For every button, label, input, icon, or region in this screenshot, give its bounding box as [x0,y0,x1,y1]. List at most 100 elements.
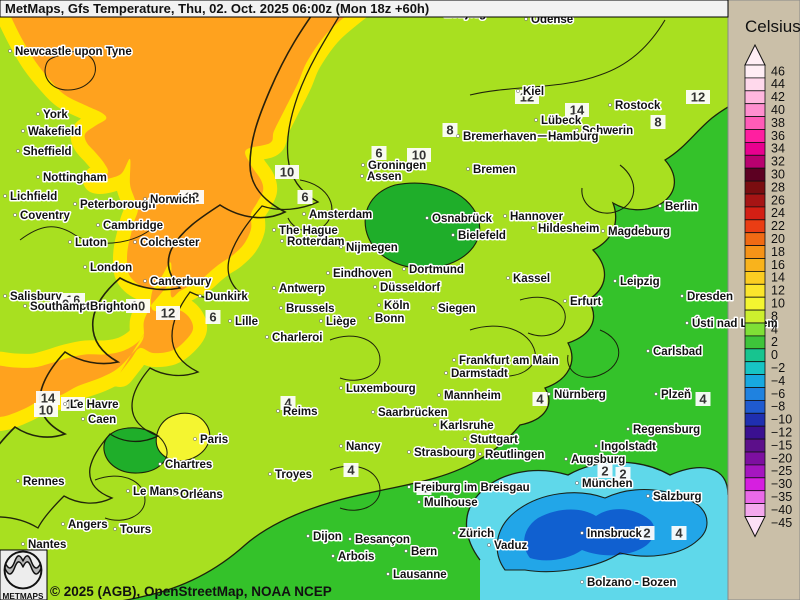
svg-text:16: 16 [771,258,785,272]
svg-text:München: München [582,478,632,490]
svg-text:44: 44 [771,77,785,91]
svg-text:2: 2 [643,526,650,541]
svg-text:Frankfurt am Main: Frankfurt am Main [459,355,559,367]
svg-text:−45: −45 [771,516,792,530]
svg-text:30: 30 [771,168,785,182]
svg-text:Düsseldorf: Düsseldorf [380,282,440,294]
svg-text:Hildesheim: Hildesheim [538,223,599,235]
svg-text:Tours: Tours [120,524,151,536]
svg-text:18: 18 [771,245,785,259]
svg-text:Darmstadt: Darmstadt [451,368,508,380]
svg-text:Innsbruck: Innsbruck [587,528,643,540]
svg-text:Paris: Paris [200,434,228,446]
svg-text:Assen: Assen [367,171,402,183]
svg-text:40: 40 [771,103,785,117]
svg-text:Dijon: Dijon [313,531,342,543]
svg-text:Canterbury: Canterbury [150,276,212,288]
svg-text:20: 20 [771,232,785,246]
svg-text:24: 24 [771,206,785,220]
svg-text:Zürich: Zürich [459,528,494,540]
svg-text:Erfurt: Erfurt [570,296,601,308]
svg-text:Chartres: Chartres [165,459,212,471]
svg-text:Cambridge: Cambridge [103,220,163,232]
svg-text:Dunkirk: Dunkirk [205,291,248,303]
svg-text:Mulhouse: Mulhouse [424,497,478,509]
svg-text:Reutlingen: Reutlingen [485,449,544,461]
svg-text:Rostock: Rostock [615,100,661,112]
svg-text:Osnabrück: Osnabrück [432,213,493,225]
svg-text:28: 28 [771,180,785,194]
svg-text:Troyes: Troyes [275,469,312,481]
svg-text:Mannheim: Mannheim [444,390,501,402]
svg-text:Charleroi: Charleroi [272,332,323,344]
svg-text:Rennes: Rennes [23,476,65,488]
svg-text:32: 32 [771,155,785,169]
svg-text:Vaduz: Vaduz [494,540,527,552]
svg-text:22: 22 [771,219,785,233]
svg-text:Kassel: Kassel [513,273,550,285]
svg-text:Besançon: Besançon [355,534,410,546]
svg-text:Norwich: Norwich [150,194,195,206]
svg-text:Newcastle upon Tyne: Newcastle upon Tyne [15,46,132,58]
svg-text:Arbois: Arbois [338,551,374,563]
svg-text:Stuttgart: Stuttgart [470,434,518,446]
svg-text:Dresden: Dresden [687,291,733,303]
svg-text:Lübeck: Lübeck [541,115,582,127]
svg-text:Coventry: Coventry [20,210,70,222]
svg-text:Freiburg im Breisgau: Freiburg im Breisgau [414,482,530,494]
svg-text:46: 46 [771,64,785,78]
svg-text:4: 4 [675,526,683,541]
svg-text:Augsburg: Augsburg [571,454,625,466]
svg-text:© 2025 (AGB), OpenStreetMap, N: © 2025 (AGB), OpenStreetMap, NOAA NCEP [50,584,332,599]
svg-text:6: 6 [375,146,382,161]
svg-text:Lichfield: Lichfield [10,191,57,203]
svg-text:Hannover: Hannover [510,211,564,223]
svg-text:Wakefield: Wakefield [28,126,81,138]
svg-text:Salzburg: Salzburg [653,491,702,503]
svg-text:Leipzig: Leipzig [620,276,660,288]
svg-text:38: 38 [771,116,785,130]
svg-text:Strasbourg: Strasbourg [414,447,475,459]
svg-text:Plzeň: Plzeň [661,389,691,401]
svg-text:Le Mans: Le Mans [133,486,179,498]
svg-text:8: 8 [654,115,661,130]
svg-text:Amsterdam: Amsterdam [309,209,372,221]
svg-text:York: York [43,109,68,121]
svg-text:Kiel: Kiel [523,86,544,98]
svg-text:Orléans: Orléans [180,489,223,501]
svg-text:Bonn: Bonn [375,313,404,325]
svg-text:−2: −2 [771,361,785,375]
svg-text:Saarbrücken: Saarbrücken [378,407,448,419]
svg-text:Bremen: Bremen [473,164,516,176]
svg-text:−8: −8 [771,400,785,414]
svg-text:Bolzano - Bozen: Bolzano - Bozen [587,577,676,589]
svg-text:2: 2 [771,335,778,349]
svg-text:−30: −30 [771,477,792,491]
svg-text:Luxembourg: Luxembourg [346,383,416,395]
svg-text:−12: −12 [771,426,792,440]
svg-text:Sheffield: Sheffield [23,146,72,158]
svg-text:Le Havre: Le Havre [70,399,119,411]
svg-text:Rotterdam: Rotterdam [287,236,345,248]
svg-text:14: 14 [771,271,785,285]
svg-text:Karlsruhe: Karlsruhe [440,420,494,432]
svg-text:Köln: Köln [384,300,410,312]
svg-text:Peterborough: Peterborough [80,199,155,211]
svg-text:Nijmegen: Nijmegen [346,242,398,254]
svg-text:Carlsbad: Carlsbad [653,346,702,358]
svg-text:42: 42 [771,90,785,104]
svg-text:−20: −20 [771,451,792,465]
svg-text:6: 6 [209,310,216,325]
svg-text:Nottingham: Nottingham [43,172,107,184]
svg-text:Brussels: Brussels [286,303,335,315]
svg-text:Regensburg: Regensburg [633,424,700,436]
svg-text:Siegen: Siegen [438,303,476,315]
svg-text:4: 4 [771,322,778,336]
svg-text:Lille: Lille [235,316,258,328]
svg-text:12: 12 [691,90,705,105]
svg-text:4: 4 [699,392,707,407]
svg-text:MetMaps, Gfs Temperature, Thu,: MetMaps, Gfs Temperature, Thu, 02. Oct. … [5,1,429,16]
svg-text:Reims: Reims [283,406,318,418]
svg-text:6: 6 [301,190,308,205]
svg-text:Nürnberg: Nürnberg [554,389,606,401]
